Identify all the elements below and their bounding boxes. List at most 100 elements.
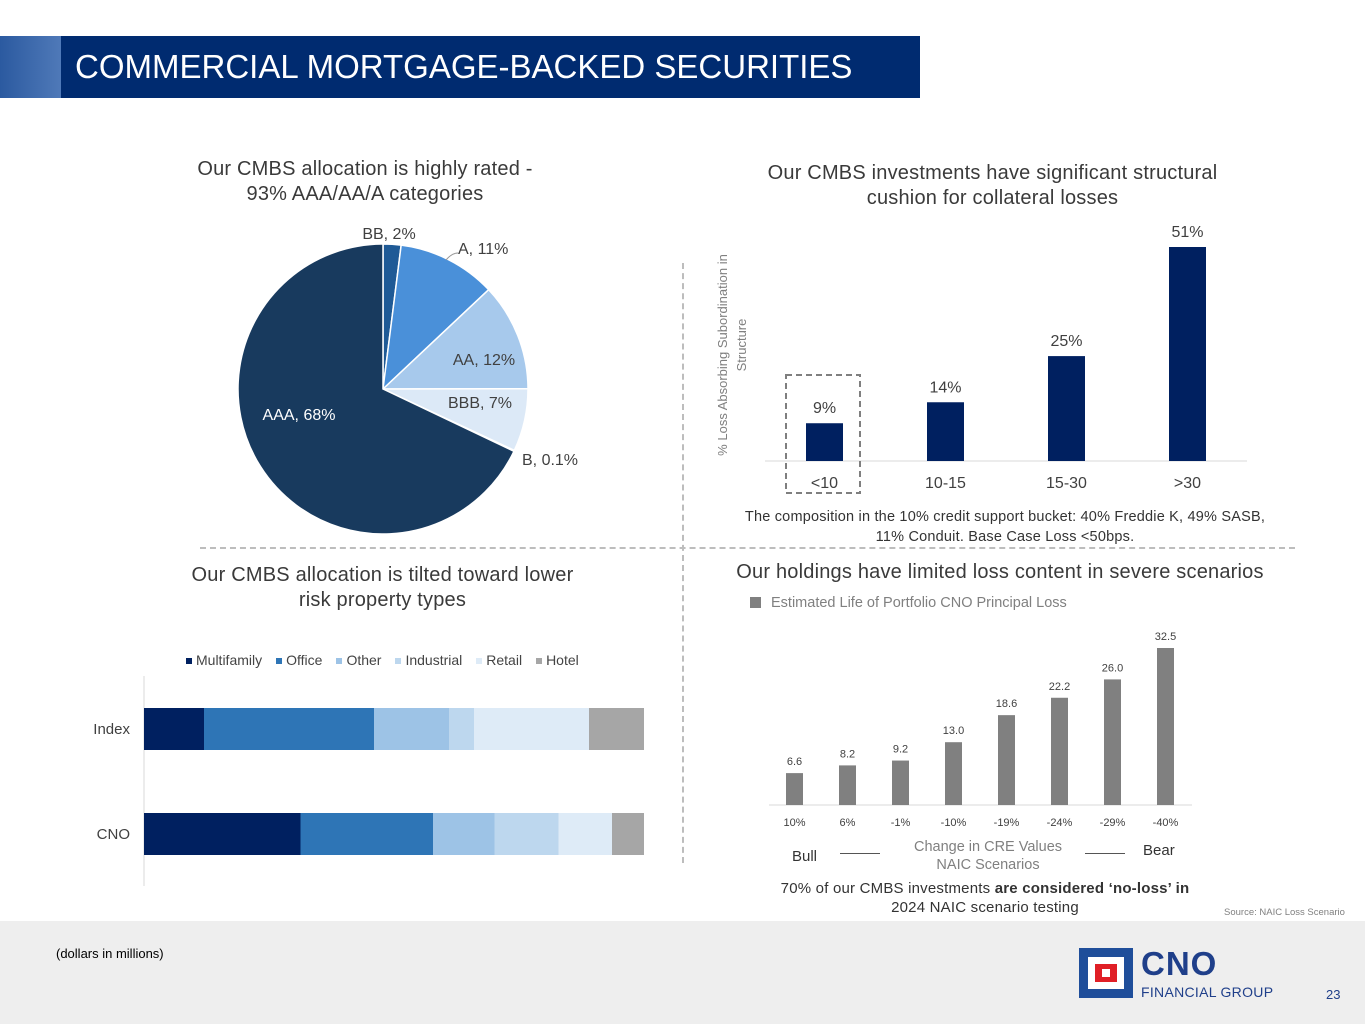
loss-note-bold: are considered ‘no-loss’ in [994,880,1190,897]
pie-slice [381,244,490,391]
pie-slice-label: AAA, 68% [263,407,336,424]
loss-note: 70% of our CMBS investments are consider… [740,879,1230,917]
page-number: 23 [1326,987,1341,1002]
pie-leader-line [445,252,459,261]
subordination-title-line1: Our CMBS investments have significant st… [767,162,1218,184]
loss-xlabel: Change in CRE Values NAIC Scenarios [888,838,1088,874]
loss-value-label: 32.5 [1155,631,1176,643]
property-title-line2: risk property types [298,589,467,611]
loss-note-line2: 2024 NAIC scenario testing [891,899,1079,916]
loss-value-label: 22.2 [1049,681,1070,693]
loss-bar [945,742,962,805]
subordination-category-label: 15-30 [1046,475,1087,492]
legend-swatch [186,658,192,665]
property-category-label: Index [93,721,130,738]
source-note: Source: NAIC Loss Scenario [1224,907,1345,918]
subordination-bar [1169,247,1206,461]
loss-legend-swatch [750,597,761,608]
footer: Source: NAIC Loss Scenario (dollars in m… [0,907,1365,1024]
loss-category-label: -10% [941,817,967,829]
pie-slice [381,288,529,390]
loss-scenario-bar-chart: 6.6 10% 8.2 6% 9.2 -1% 13.0 -10% 18.6 -19% 22.2 -24… [769,631,1192,829]
property-stacked-bar-chart: Index CNO [93,676,644,886]
legend-item: Office [276,652,322,668]
loss-value-label: 9.2 [893,744,908,756]
property-bar-segment [494,813,559,855]
bull-line [840,853,880,854]
loss-legend-label: Estimated Life of Portfolio CNO Principa… [771,595,1067,611]
logo-mark-center [1102,969,1110,977]
subordination-value-label: 25% [1050,333,1082,350]
legend-item: Multifamily [186,652,262,668]
loss-bar [1157,648,1174,805]
bear-line [1085,853,1125,854]
property-title-line1: Our CMBS allocation is tilted toward low… [191,564,574,586]
legend-label: Retail [486,652,523,668]
highlight-box [785,374,861,494]
loss-xlabel-line2: NAIC Scenarios [936,857,1040,873]
subordination-bar [1048,356,1085,461]
loss-value-label: 6.6 [787,756,802,768]
property-bar-segment [612,813,644,855]
loss-category-label: -1% [891,817,911,829]
legend-label: Industrial [405,652,463,668]
loss-bar [839,765,856,805]
property-bar-segment [204,708,374,750]
bear-label: Bear [1143,842,1175,859]
loss-category-label: -24% [1047,817,1073,829]
loss-bar [1104,679,1121,805]
pie-slice-label: BBB, 7% [448,395,512,412]
property-bar-segment [144,708,204,750]
subordination-category-label: >30 [1174,475,1201,492]
loss-value-label: 13.0 [943,725,964,737]
property-bar-segment [300,813,433,855]
loss-value-label: 26.0 [1102,662,1123,674]
loss-category-label: -19% [994,817,1020,829]
logo-wordmark: CNO [1141,945,1218,982]
property-bar-segment [374,708,449,750]
cno-logo-mark [1079,948,1133,998]
vertical-divider [682,263,684,863]
pie-slice [237,243,515,535]
loss-value-label: 8.2 [840,748,855,760]
property-bar-segment [449,708,474,750]
legend-item: Hotel [536,652,579,668]
pie-title-line2: 93% AAA/AA/A categories [246,183,484,205]
loss-category-label: -29% [1100,817,1126,829]
loss-bar [786,773,803,805]
legend-swatch [476,658,483,665]
horizontal-divider [200,547,1295,549]
subordination-bar [927,402,964,461]
legend-swatch [336,658,343,665]
legend-swatch [536,658,543,665]
property-bar-segment [558,813,612,855]
title-bar: COMMERCIAL MORTGAGE-BACKED SECURITIES [0,36,920,98]
loss-bar [1051,697,1068,805]
loss-note-normal: 70% of our CMBS investments [780,880,995,897]
subordination-value-label: 14% [929,379,961,396]
property-legend: Multifamily Office Other Industrial Retail Ho… [186,652,593,668]
loss-bar [892,760,909,805]
property-category-label: CNO [97,826,130,843]
loss-category-label: 10% [783,817,805,829]
subordination-bar [806,423,843,461]
logo-subtitle: FINANCIAL GROUP [1141,984,1274,1000]
pie-slice-label: A, 11% [458,241,508,258]
property-bar-segment [433,813,495,855]
pie-slice-label: AA, 12% [453,352,515,369]
slide-title: COMMERCIAL MORTGAGE-BACKED SECURITIES [75,48,853,85]
legend-label: Hotel [546,652,579,668]
legend-label: Office [286,652,323,668]
subordination-category-label: <10 [811,475,838,492]
loss-category-label: -40% [1153,817,1179,829]
property-chart-title: Our CMBS allocation is tilted toward low… [150,563,615,613]
pie-chart-title: Our CMBS allocation is highly rated - 93… [150,157,580,207]
pie-slice-label: BB, 2% [362,226,415,243]
subordination-note-line1: The composition in the 10% credit suppor… [744,509,1266,525]
subordination-note-line2: 11% Conduit. Base Case Loss <50bps. [875,529,1135,545]
legend-swatch [276,658,283,665]
loss-note-line1: 70% of our CMBS investments are consider… [740,879,1230,898]
title-accent [0,36,61,98]
footnote: (dollars in millions) [56,946,164,961]
property-bar-segment [474,708,589,750]
